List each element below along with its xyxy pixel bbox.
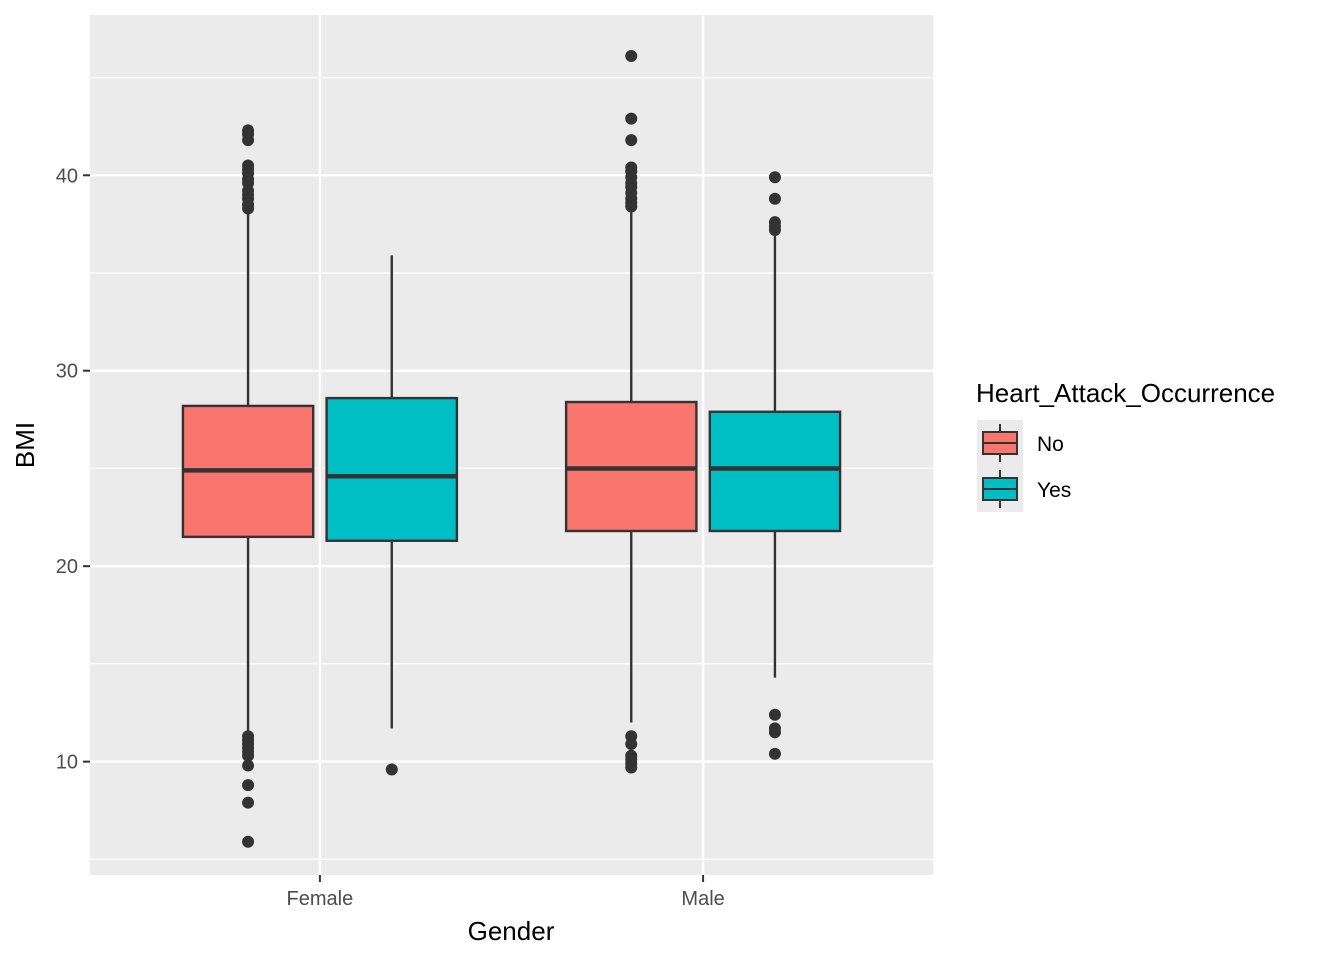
legend: Heart_Attack_Occurrence No Yes [976,378,1275,512]
outlier-point [242,134,255,147]
legend-item-no: No [977,420,1064,466]
box-iqr [325,396,459,542]
outlier-point [768,747,781,760]
legend-title: Heart_Attack_Occurrence [976,378,1275,408]
y-tick-label: 30 [56,361,78,383]
outlier-point [385,763,398,776]
outlier-point [625,134,638,147]
outlier-point [242,759,255,772]
legend-label: Yes [1037,479,1071,502]
outlier-point [768,192,781,205]
outlier-point [625,200,638,213]
y-axis: 10 20 30 40 [56,165,90,774]
outlier-point [242,835,255,848]
y-tick-label: 20 [56,556,78,578]
x-axis: Female Male [287,875,725,910]
major-gridlines [90,15,933,875]
y-tick-label: 40 [56,165,78,187]
outlier-point [768,708,781,721]
outlier-point [242,796,255,809]
box-groups [181,50,842,848]
outlier-point [242,779,255,792]
outlier-point [625,738,638,751]
y-tick-label: 10 [56,752,78,774]
outlier-point [768,726,781,739]
box-yes-male [708,171,842,760]
outlier-point [625,761,638,774]
outlier-point [242,202,255,215]
x-tick-label: Female [287,888,354,910]
x-axis-title: Gender [468,916,555,946]
outlier-point [625,112,638,125]
box-no-female [181,124,315,848]
outlier-point [768,224,781,236]
y-axis-title: BMI [10,422,40,468]
box-yes-female [325,255,459,776]
outlier-point [768,171,781,184]
legend-keys: No Yes [977,420,1071,512]
x-tick-label: Male [681,888,724,910]
outlier-point [625,50,638,63]
outlier-point [242,749,255,762]
legend-item-yes: Yes [977,466,1071,512]
box-iqr [708,410,842,533]
box-no-male [564,50,698,774]
legend-label: No [1037,433,1064,456]
